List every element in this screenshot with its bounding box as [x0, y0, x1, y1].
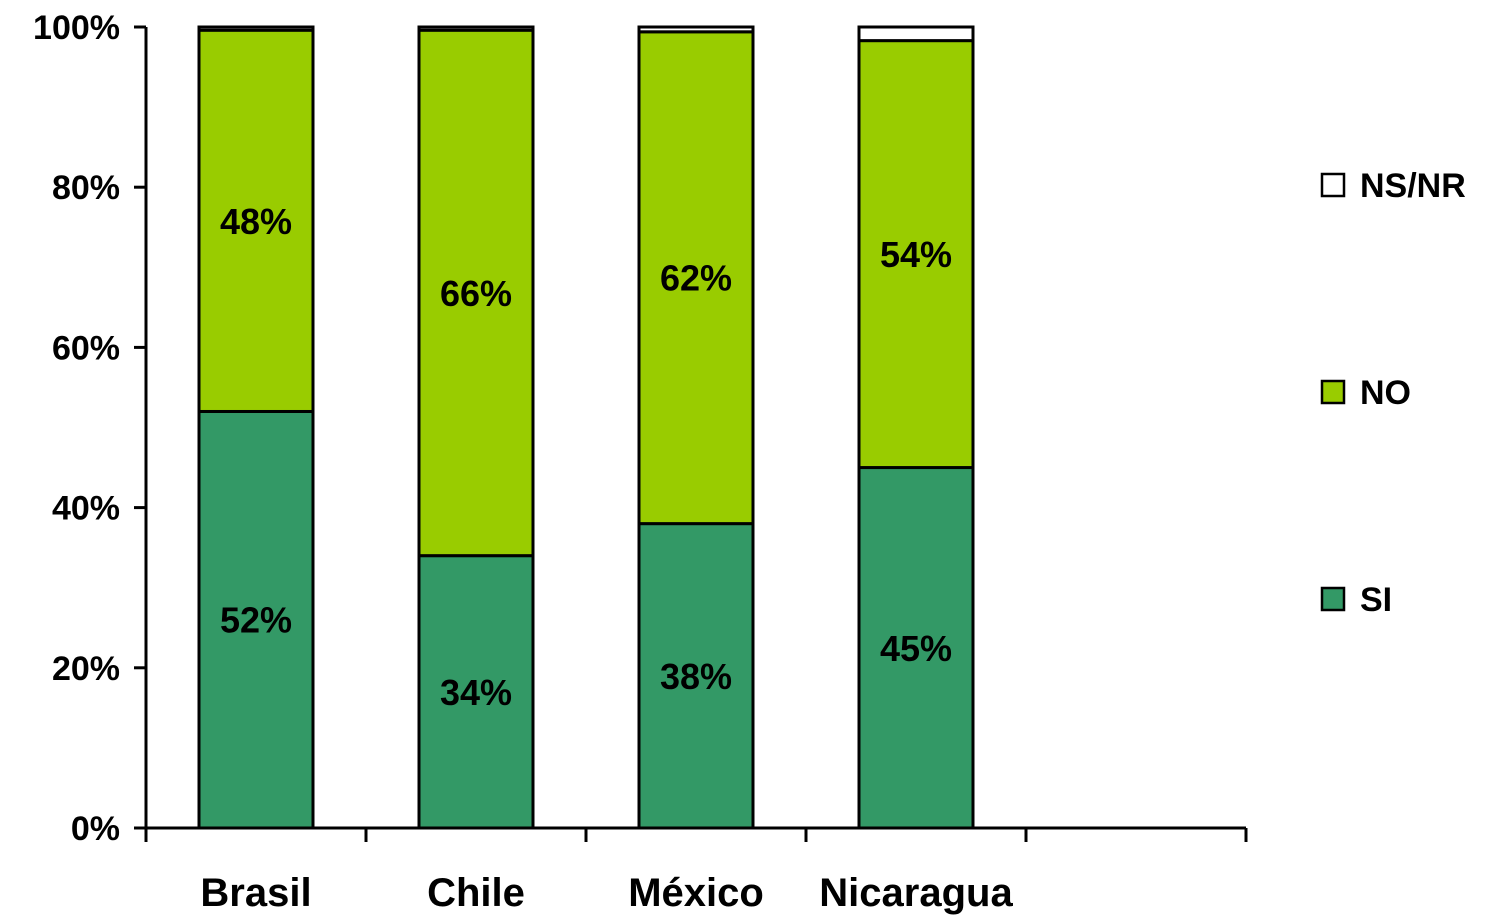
x-tick-label-nicaragua: Nicaragua — [819, 871, 1013, 915]
bar-mexico-no — [637, 30, 755, 526]
bar-chile-ns-nr — [417, 25, 535, 32]
legend-label-si: SI — [1360, 581, 1392, 619]
y-tick-label-60: 60% — [52, 329, 120, 367]
data-label-mexico-si: 38% — [660, 656, 732, 697]
legend-swatch-ns-nr — [1320, 172, 1346, 198]
y-tick-label-20: 20% — [52, 650, 120, 688]
bar-mexico-ns-nr — [637, 25, 755, 34]
bar-nicaragua-ns-nr — [857, 25, 975, 43]
bar-chile-no — [417, 28, 535, 558]
y-axis-tick-labels: 0% 20% 40% 60% 80% 100% — [33, 9, 120, 848]
y-tick-label-40: 40% — [52, 490, 120, 528]
data-label-nicaragua-si: 45% — [880, 628, 952, 669]
bar-brasil-si — [197, 409, 315, 830]
y-tick-label-100: 100% — [33, 9, 120, 47]
legend-label-no: NO — [1360, 374, 1411, 412]
bars — [197, 25, 975, 830]
data-label-brasil-si: 52% — [220, 600, 292, 641]
data-label-brasil-no: 48% — [220, 201, 292, 242]
bar-nicaragua-no — [857, 39, 975, 470]
data-label-nicaragua-no: 54% — [880, 234, 952, 275]
y-tick-label-0: 0% — [71, 810, 120, 848]
data-label-chile-si: 34% — [440, 672, 512, 713]
data-label-mexico-no: 62% — [660, 258, 732, 299]
legend: NS/NR NO SI — [1320, 167, 1466, 619]
x-tick-label-mexico: México — [628, 871, 764, 915]
x-tick-label-brasil: Brasil — [200, 871, 311, 915]
x-axis-tick-labels: Brasil Chile México Nicaragua — [200, 871, 1013, 915]
data-label-chile-no: 66% — [440, 273, 512, 314]
bar-brasil-ns-nr — [197, 25, 315, 32]
x-tick-label-chile: Chile — [427, 871, 525, 915]
legend-label-ns-nr: NS/NR — [1360, 167, 1466, 205]
y-tick-label-80: 80% — [52, 169, 120, 207]
legend-swatch-no — [1320, 379, 1346, 405]
axes — [134, 25, 1248, 842]
legend-swatch-si — [1320, 586, 1346, 612]
data-labels: 52% 48% 34% 66% 38% 62% 45% 54% — [220, 201, 952, 713]
bar-brasil-no — [197, 28, 315, 413]
